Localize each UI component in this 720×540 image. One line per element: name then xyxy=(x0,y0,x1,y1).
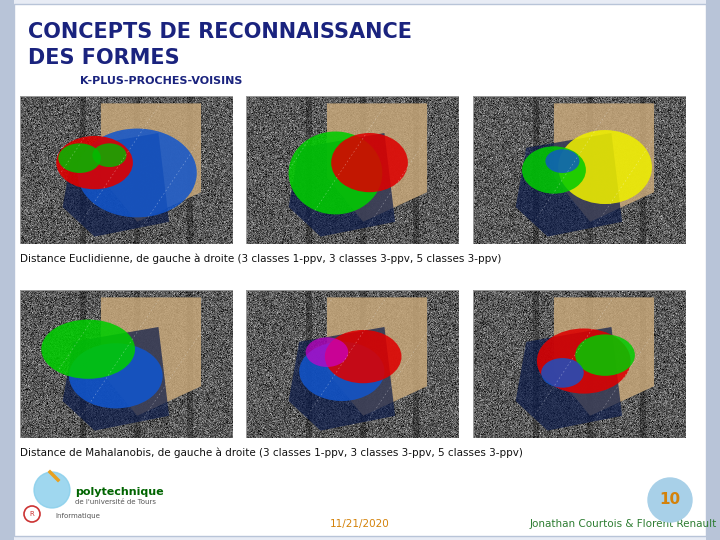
Ellipse shape xyxy=(331,133,408,192)
Circle shape xyxy=(648,478,692,522)
Ellipse shape xyxy=(537,328,631,394)
FancyBboxPatch shape xyxy=(706,0,720,540)
Polygon shape xyxy=(63,133,169,237)
Ellipse shape xyxy=(69,343,163,408)
Ellipse shape xyxy=(575,334,635,376)
Text: DES FORMES: DES FORMES xyxy=(28,48,179,68)
Text: Jonathan Courtois & Florent Renault: Jonathan Courtois & Florent Renault xyxy=(530,519,717,529)
Polygon shape xyxy=(101,103,201,222)
Text: CONCEPTS DE RECONNAISSANCE: CONCEPTS DE RECONNAISSANCE xyxy=(28,22,412,42)
Text: K-PLUS-PROCHES-VOISINS: K-PLUS-PROCHES-VOISINS xyxy=(80,76,243,86)
Ellipse shape xyxy=(522,146,586,194)
Polygon shape xyxy=(516,133,622,237)
Ellipse shape xyxy=(56,136,133,189)
FancyBboxPatch shape xyxy=(14,4,706,536)
Text: de l'université de Tours: de l'université de Tours xyxy=(75,499,156,505)
Text: 11/21/2020: 11/21/2020 xyxy=(330,519,390,529)
Ellipse shape xyxy=(92,143,127,167)
Text: R: R xyxy=(30,511,35,517)
Ellipse shape xyxy=(546,149,580,173)
Text: 10: 10 xyxy=(660,492,680,508)
Ellipse shape xyxy=(541,358,584,388)
Ellipse shape xyxy=(289,132,382,214)
Polygon shape xyxy=(327,298,427,416)
FancyBboxPatch shape xyxy=(0,0,14,540)
Ellipse shape xyxy=(325,330,402,383)
Text: polytechnique: polytechnique xyxy=(75,487,163,497)
Ellipse shape xyxy=(300,342,384,401)
Polygon shape xyxy=(289,133,395,237)
Circle shape xyxy=(34,472,70,508)
Polygon shape xyxy=(289,327,395,430)
Polygon shape xyxy=(63,327,169,430)
Ellipse shape xyxy=(41,320,135,379)
Ellipse shape xyxy=(58,143,101,173)
Polygon shape xyxy=(101,298,201,416)
Ellipse shape xyxy=(78,129,197,218)
Polygon shape xyxy=(516,327,622,430)
Polygon shape xyxy=(554,103,654,222)
Ellipse shape xyxy=(558,130,652,204)
Text: Informatique: Informatique xyxy=(55,513,100,519)
Polygon shape xyxy=(554,298,654,416)
Ellipse shape xyxy=(305,338,348,367)
Text: Distance de Mahalanobis, de gauche à droite (3 classes 1-ppv, 3 classes 3-ppv, 5: Distance de Mahalanobis, de gauche à dro… xyxy=(20,448,523,458)
Text: Distance Euclidienne, de gauche à droite (3 classes 1-ppv, 3 classes 3-ppv, 5 cl: Distance Euclidienne, de gauche à droite… xyxy=(20,253,501,264)
Polygon shape xyxy=(327,103,427,222)
